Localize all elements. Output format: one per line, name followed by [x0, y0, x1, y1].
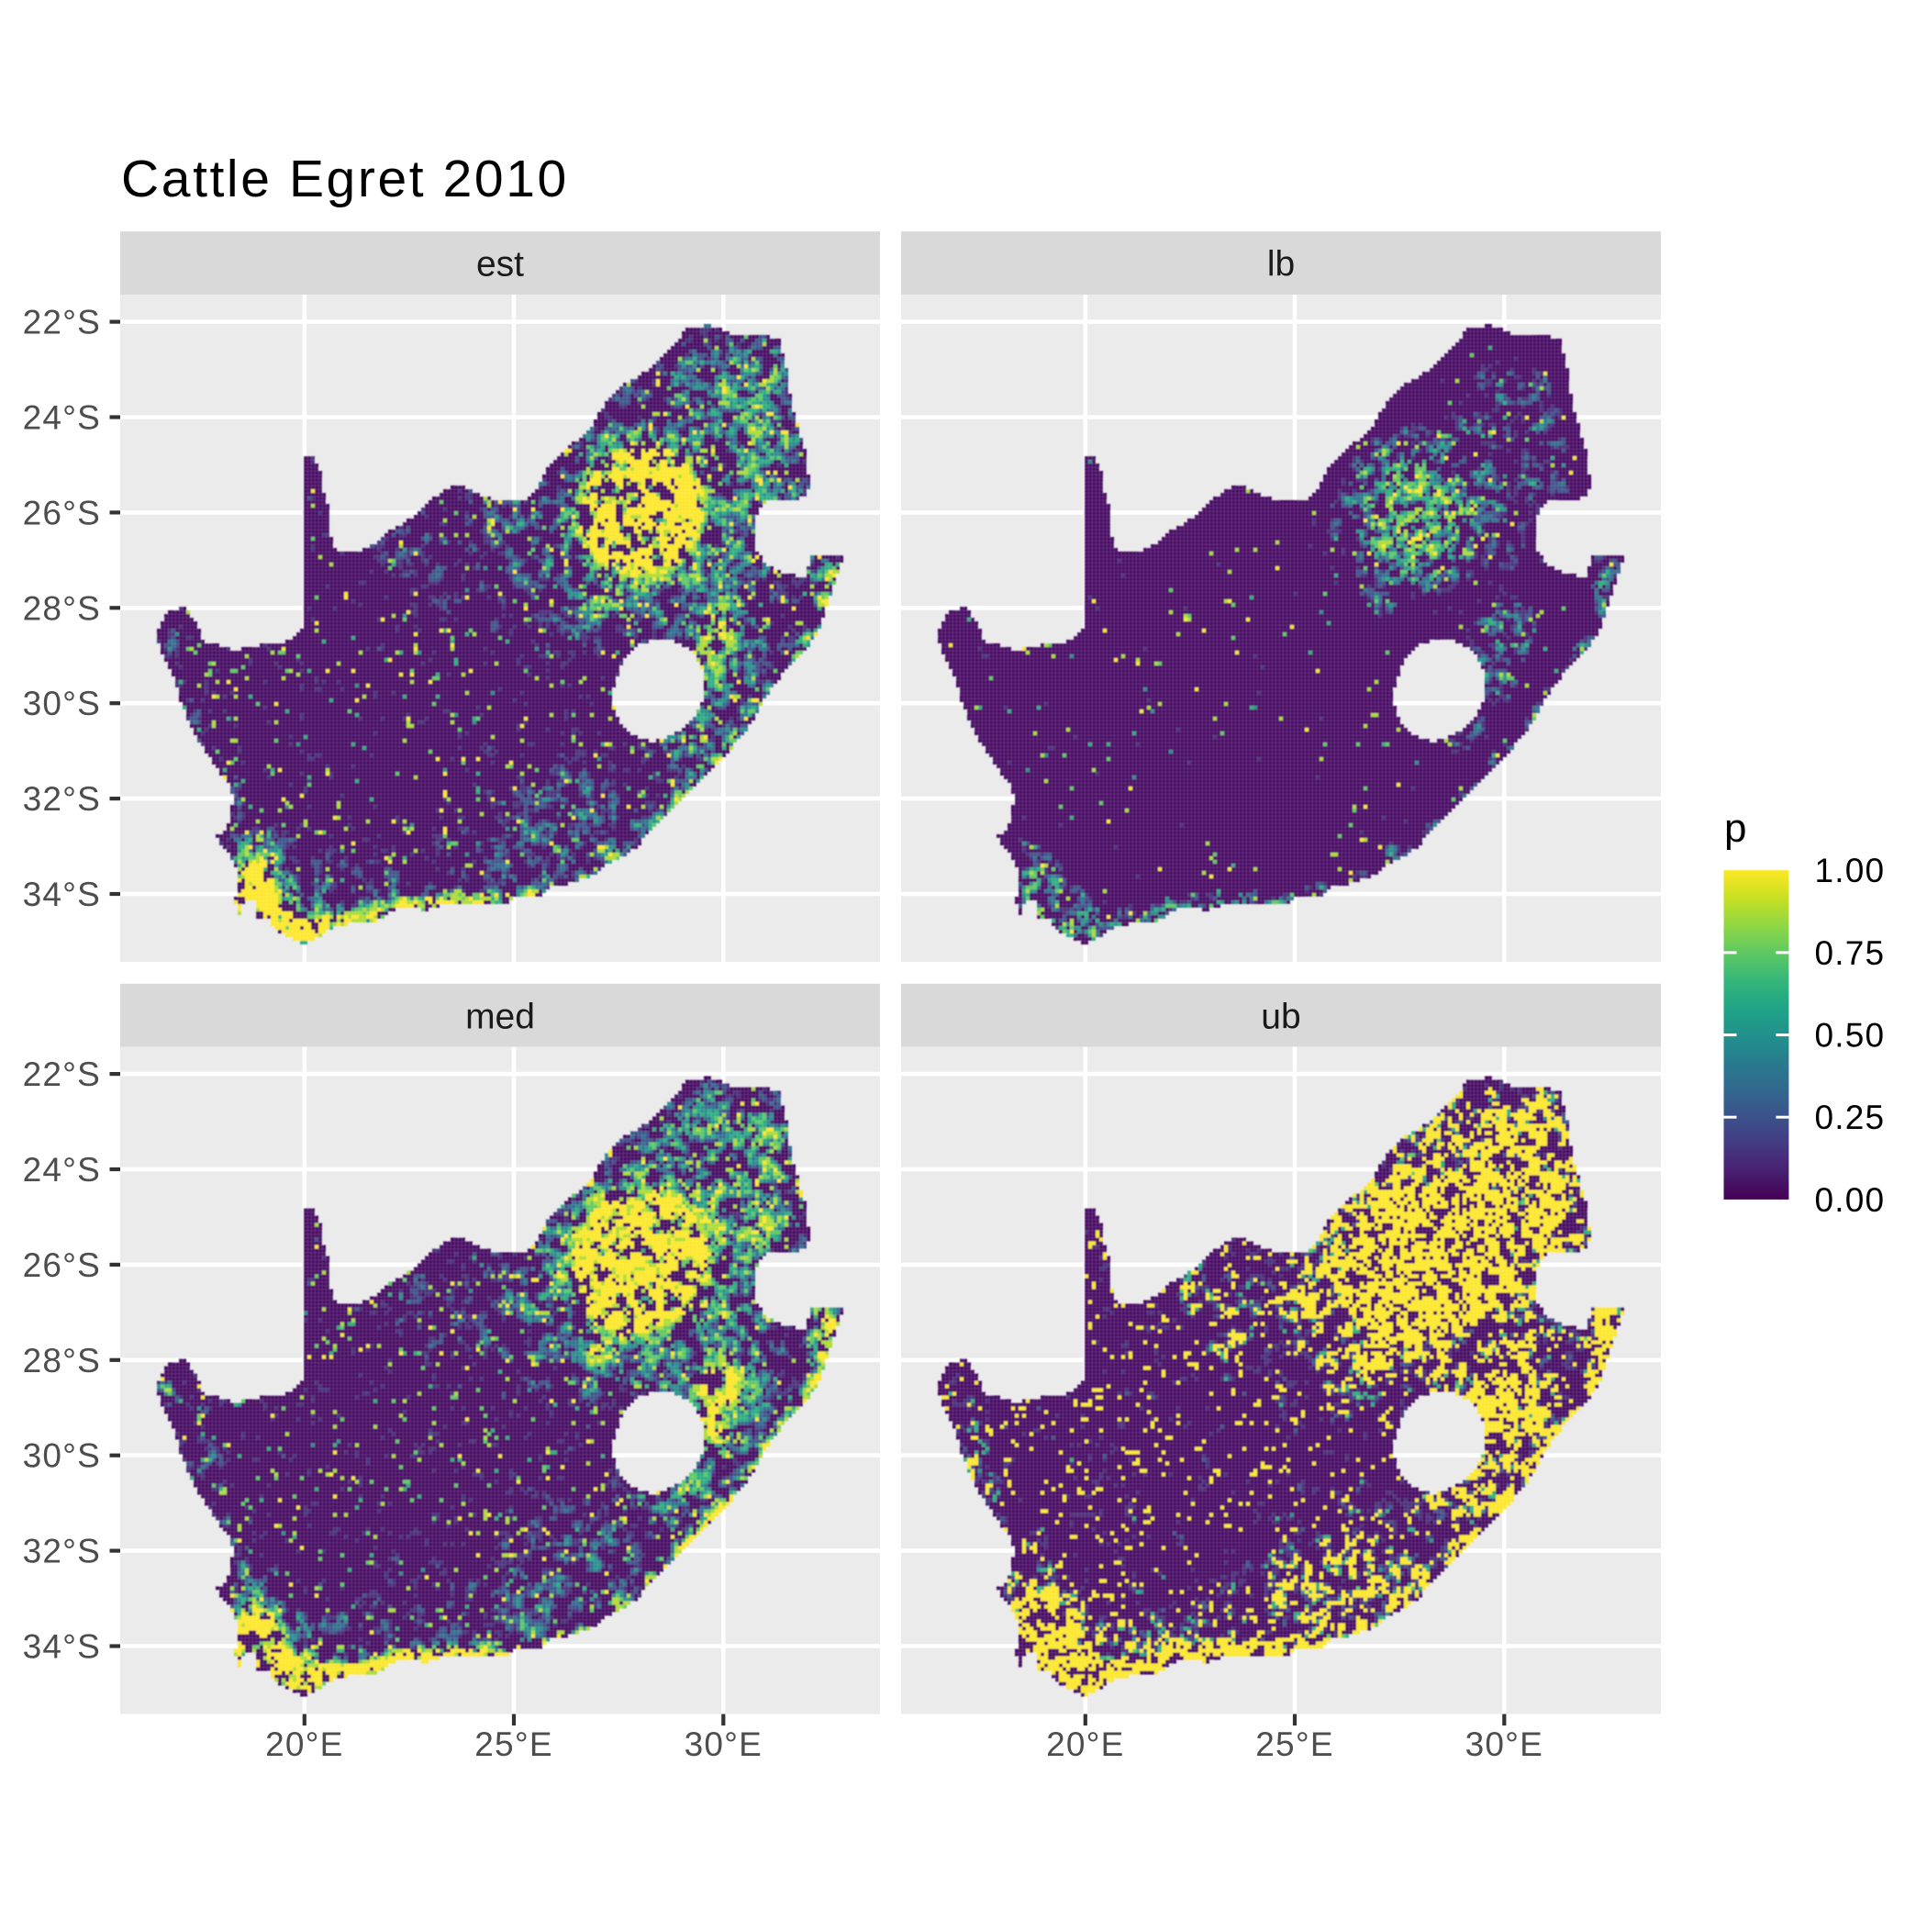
svg-text:22°S: 22°S	[23, 1055, 101, 1093]
svg-text:1.00: 1.00	[1815, 852, 1886, 889]
svg-text:20°E: 20°E	[1046, 1725, 1124, 1763]
svg-text:20°E: 20°E	[265, 1725, 343, 1763]
svg-text:0.75: 0.75	[1815, 934, 1886, 972]
svg-text:0.25: 0.25	[1815, 1099, 1886, 1136]
svg-text:lb: lb	[1267, 245, 1295, 285]
svg-text:ub: ub	[1261, 997, 1300, 1036]
svg-text:32°S: 32°S	[23, 1533, 101, 1570]
svg-text:25°E: 25°E	[1255, 1725, 1333, 1763]
svg-text:med: med	[465, 997, 535, 1036]
svg-text:26°S: 26°S	[23, 494, 101, 531]
svg-text:p: p	[1724, 806, 1746, 851]
svg-text:32°S: 32°S	[23, 780, 101, 818]
svg-text:0.00: 0.00	[1815, 1181, 1886, 1219]
svg-text:24°S: 24°S	[23, 1151, 101, 1189]
svg-text:25°E: 25°E	[474, 1725, 552, 1763]
svg-text:30°S: 30°S	[23, 685, 101, 722]
svg-text:Cattle Egret 2010: Cattle Egret 2010	[121, 150, 569, 208]
svg-text:28°S: 28°S	[23, 589, 101, 627]
svg-text:24°S: 24°S	[23, 399, 101, 437]
svg-text:est: est	[476, 245, 524, 285]
svg-text:34°S: 34°S	[23, 876, 101, 913]
svg-text:30°E: 30°E	[1465, 1725, 1543, 1763]
svg-text:30°E: 30°E	[685, 1725, 763, 1763]
svg-text:30°S: 30°S	[23, 1437, 101, 1475]
svg-text:22°S: 22°S	[23, 304, 101, 341]
svg-text:26°S: 26°S	[23, 1246, 101, 1284]
svg-text:28°S: 28°S	[23, 1342, 101, 1379]
svg-text:34°S: 34°S	[23, 1628, 101, 1666]
svg-text:0.50: 0.50	[1815, 1017, 1886, 1055]
